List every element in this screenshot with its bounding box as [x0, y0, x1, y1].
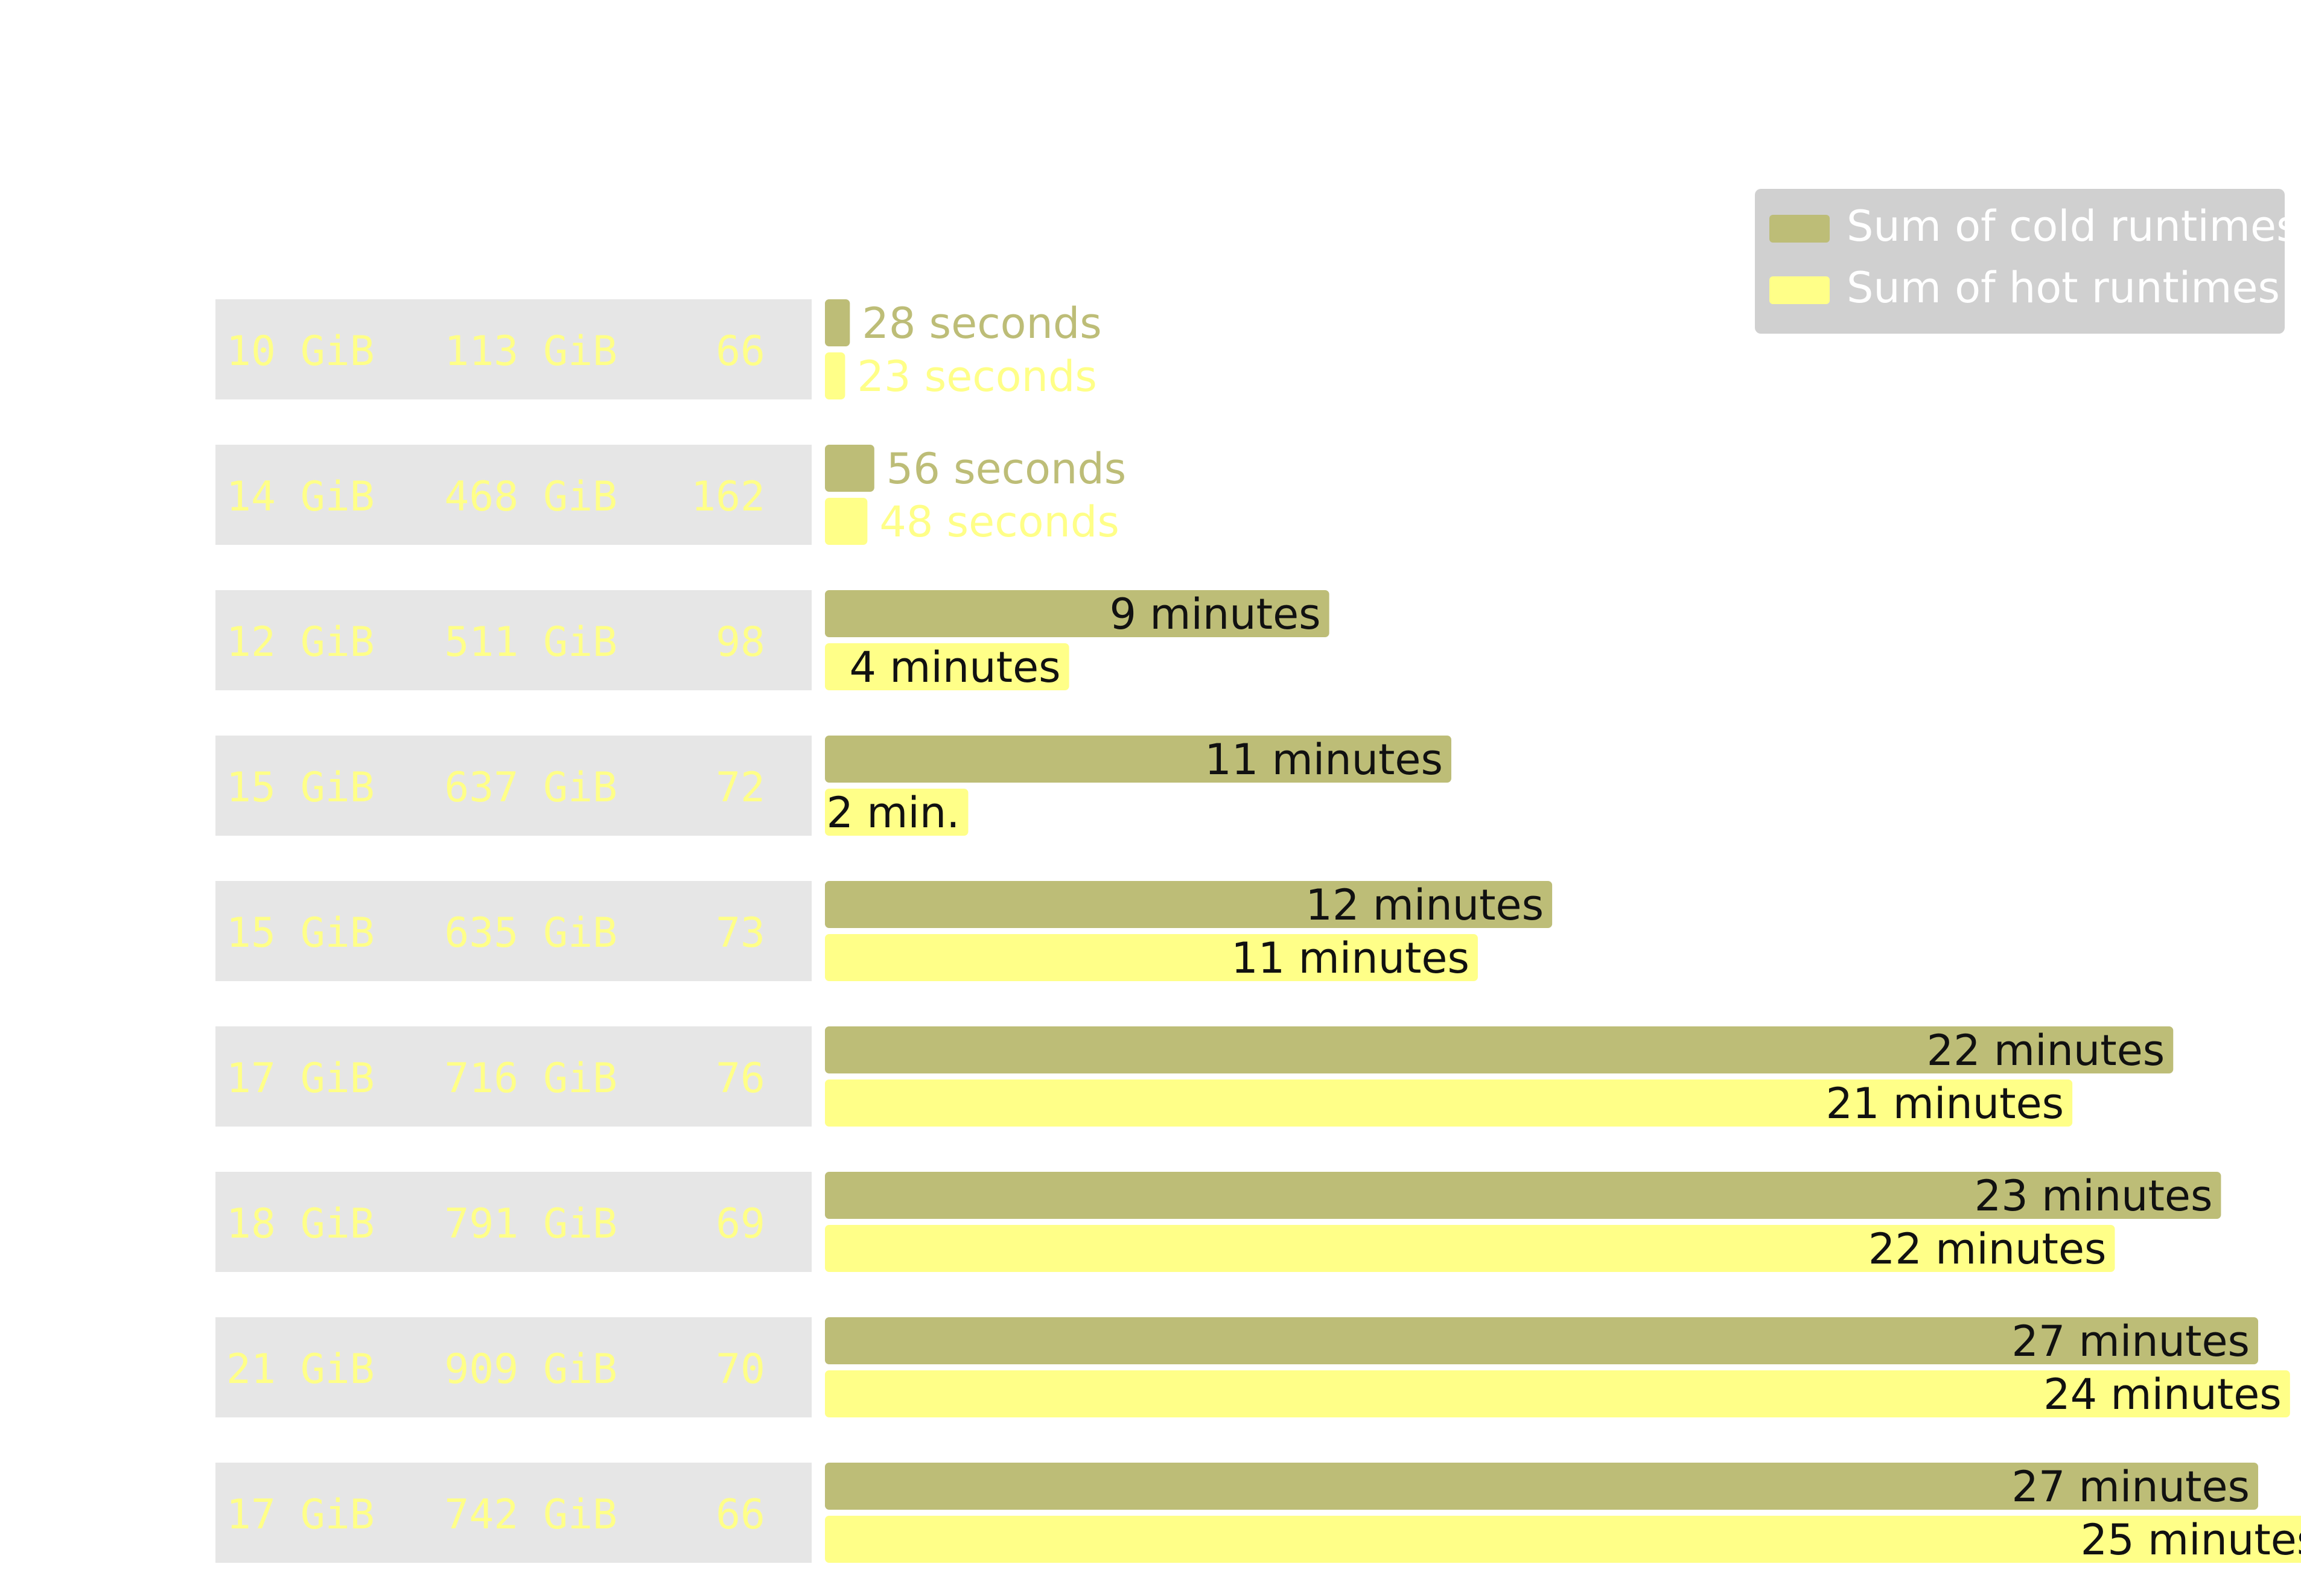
row-table-bg — [215, 1463, 812, 1563]
table-cell: 511 GiB — [444, 618, 617, 666]
bar-value-label: 24 minutes — [2043, 1370, 2282, 1419]
bar-hot — [825, 643, 1069, 690]
bar-value-label: 48 seconds — [879, 497, 1119, 547]
table-cell: 98 — [716, 618, 765, 666]
legend-swatch-hot — [1769, 276, 1830, 304]
bar-hot — [825, 934, 1478, 981]
bar-value-label: 12 minutes — [1305, 880, 1544, 930]
bar-hot — [825, 1516, 2301, 1563]
table-cell: 18 GiB — [226, 1200, 375, 1248]
bar-value-label: 4 minutes — [849, 643, 1060, 692]
table-cell: 17 GiB — [226, 1055, 375, 1102]
bar-value-label: 2 min. — [826, 788, 960, 838]
bar-cold — [825, 1026, 2174, 1073]
row-table-bg — [215, 881, 812, 981]
legend-label-cold: Sum of cold runtimes — [1847, 202, 2299, 251]
legend: Sum of cold runtimes Sum of hot runtimes — [1755, 189, 2299, 334]
table-cell: 14 GiB — [226, 473, 375, 521]
table-cell: 742 GiB — [444, 1491, 617, 1539]
table-cell: 69 — [716, 1200, 765, 1248]
table-cell: 70 — [716, 1346, 765, 1393]
table-cell: 637 GiB — [444, 764, 617, 812]
bar-cold — [825, 445, 874, 492]
table-cell: 72 — [716, 764, 765, 812]
bar-value-label: 22 minutes — [1927, 1026, 2165, 1075]
bar-value-label: 23 minutes — [1975, 1171, 2213, 1221]
table-cell: 73 — [716, 909, 765, 957]
row-table-bg — [215, 1172, 812, 1272]
bar-value-label: 22 minutes — [1868, 1224, 2107, 1274]
table-cell: 10 GiB — [226, 328, 375, 375]
chart-row: 12 GiB 511 GiB 98 9 minutes 4 minutes — [215, 590, 1329, 692]
bar-cold — [825, 736, 1451, 783]
table-cell: 15 GiB — [226, 909, 375, 957]
table-cell: 76 — [716, 1055, 765, 1102]
bar-value-label: 56 seconds — [886, 444, 1126, 494]
row-table-bg — [215, 736, 812, 836]
table-cell: 113 GiB — [444, 328, 617, 375]
bar-cold — [825, 1317, 2259, 1364]
table-cell: 21 GiB — [226, 1346, 375, 1393]
bar-value-label: 23 seconds — [857, 352, 1096, 401]
bar-value-label: 21 minutes — [1825, 1079, 2064, 1128]
row-table-bg — [215, 1317, 812, 1417]
bar-value-label: 11 minutes — [1205, 735, 1443, 784]
bar-cold — [825, 590, 1329, 637]
chart-row: 15 GiB 637 GiB 72 11 minutes 2 min. — [215, 735, 1451, 838]
bar-value-label: 11 minutes — [1231, 933, 1469, 983]
table-cell: 909 GiB — [444, 1346, 617, 1393]
legend-box — [1755, 189, 2285, 334]
table-cell: 12 GiB — [226, 618, 375, 666]
bar-value-label: 9 minutes — [1110, 590, 1321, 639]
table-cell: 635 GiB — [444, 909, 617, 957]
bar-value-label: 25 minutes — [2081, 1515, 2301, 1565]
table-cell: 66 — [716, 328, 765, 375]
row-table-bg — [215, 445, 812, 545]
table-cell: 66 — [716, 1491, 765, 1539]
bar-hot — [825, 1370, 2290, 1417]
bar-cold — [825, 881, 1553, 928]
table-cell: 15 GiB — [226, 764, 375, 812]
bar-value-label: 27 minutes — [2011, 1317, 2250, 1366]
legend-swatch-cold — [1769, 215, 1830, 243]
bar-cold — [825, 1463, 2259, 1510]
bar-hot — [825, 352, 845, 399]
bar-hot — [825, 1225, 2115, 1272]
table-cell: 716 GiB — [444, 1055, 617, 1102]
table-cell: 162 — [691, 473, 765, 521]
bar-cold — [825, 299, 850, 346]
table-cell: 17 GiB — [226, 1491, 375, 1539]
bar-value-label: 27 minutes — [2011, 1462, 2250, 1512]
legend-label-hot: Sum of hot runtimes — [1847, 263, 2280, 313]
row-table-bg — [215, 590, 812, 690]
bar-hot — [825, 498, 868, 545]
table-cell: 791 GiB — [444, 1200, 617, 1248]
table-cell: 468 GiB — [444, 473, 617, 521]
bar-hot — [825, 1079, 2073, 1127]
bar-cold — [825, 1172, 2221, 1219]
row-table-bg — [215, 299, 812, 399]
bar-value-label: 28 seconds — [862, 299, 1101, 348]
row-table-bg — [215, 1026, 812, 1127]
bar-hot — [825, 789, 969, 836]
